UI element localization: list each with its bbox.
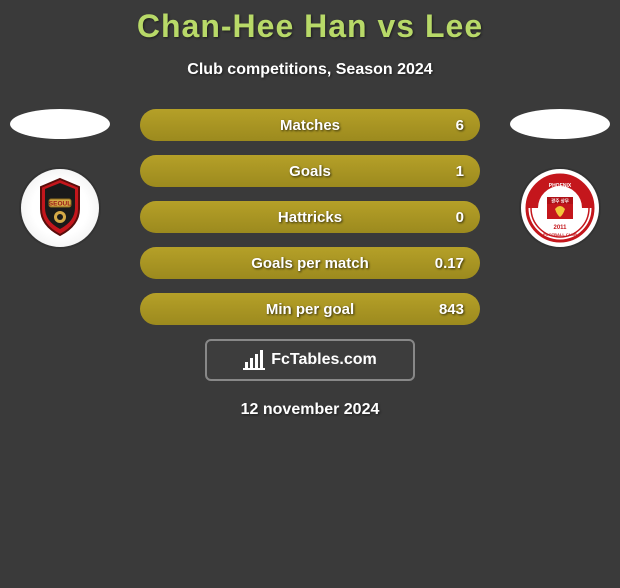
player-left-column: SEOUL: [10, 109, 110, 249]
phoenix-crest-icon: PHOENIX 광주 상무 2011 FOOTBALL CLUB: [525, 173, 595, 243]
stat-bar-gpm: Goals per match 0.17: [140, 247, 480, 279]
watermark-text: FcTables.com: [271, 351, 377, 369]
stat-label: Min per goal: [140, 301, 480, 318]
subtitle: Club competitions, Season 2024: [0, 61, 620, 79]
svg-text:2011: 2011: [553, 225, 567, 231]
stat-label: Goals per match: [140, 255, 480, 272]
stat-bar-hattricks: Hattricks 0: [140, 201, 480, 233]
page-title: Chan-Hee Han vs Lee: [0, 8, 620, 45]
stat-value-right: 1: [456, 163, 464, 180]
stat-value-right: 6: [456, 117, 464, 134]
player-left-silhouette: [10, 109, 110, 139]
watermark-badge[interactable]: FcTables.com: [205, 339, 415, 381]
stat-bar-goals: Goals 1: [140, 155, 480, 187]
stat-value-right: 0.17: [435, 255, 464, 272]
stat-bar-mpg: Min per goal 843: [140, 293, 480, 325]
stat-bar-matches: Matches 6: [140, 109, 480, 141]
stat-label: Matches: [140, 117, 480, 134]
comparison-panel: SEOUL PHOENIX 광주 상무 2011 FOOTBALL CLUB: [0, 109, 620, 419]
svg-text:SEOUL: SEOUL: [49, 201, 71, 208]
stat-label: Hattricks: [140, 209, 480, 226]
svg-text:FOOTBALL CLUB: FOOTBALL CLUB: [543, 232, 577, 237]
stat-label: Goals: [140, 163, 480, 180]
date-line: 12 november 2024: [0, 401, 620, 419]
team-badge-left: SEOUL: [19, 167, 101, 249]
player-right-column: PHOENIX 광주 상무 2011 FOOTBALL CLUB: [510, 109, 610, 249]
stat-value-right: 0: [456, 209, 464, 226]
svg-text:PHOENIX: PHOENIX: [549, 183, 572, 189]
stat-value-right: 843: [439, 301, 464, 318]
svg-text:광주 상무: 광주 상무: [551, 198, 569, 205]
bar-chart-icon: [243, 350, 265, 370]
seoul-crest-icon: SEOUL: [25, 173, 95, 243]
stats-list: Matches 6 Goals 1 Hattricks 0 Goals per …: [140, 109, 480, 325]
player-right-silhouette: [510, 109, 610, 139]
team-badge-right: PHOENIX 광주 상무 2011 FOOTBALL CLUB: [519, 167, 601, 249]
